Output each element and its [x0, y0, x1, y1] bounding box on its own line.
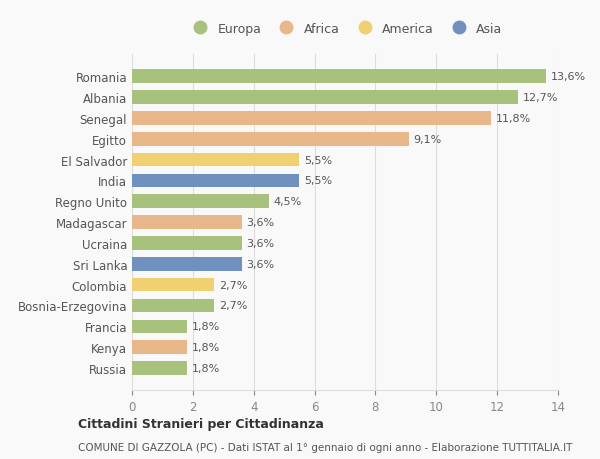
Text: 3,6%: 3,6% — [246, 218, 274, 228]
Bar — [132, 70, 546, 84]
Text: Cittadini Stranieri per Cittadinanza: Cittadini Stranieri per Cittadinanza — [78, 417, 324, 430]
Text: 3,6%: 3,6% — [246, 259, 274, 269]
Text: 5,5%: 5,5% — [304, 155, 332, 165]
Text: 1,8%: 1,8% — [191, 322, 220, 331]
Text: COMUNE DI GAZZOLA (PC) - Dati ISTAT al 1° gennaio di ogni anno - Elaborazione TU: COMUNE DI GAZZOLA (PC) - Dati ISTAT al 1… — [78, 442, 572, 452]
Text: 9,1%: 9,1% — [413, 134, 442, 145]
Text: 2,7%: 2,7% — [219, 280, 247, 290]
Bar — [132, 278, 214, 292]
Bar — [132, 153, 299, 167]
Bar — [132, 195, 269, 208]
Text: 11,8%: 11,8% — [496, 114, 531, 123]
Text: 4,5%: 4,5% — [274, 197, 302, 207]
Text: 12,7%: 12,7% — [523, 93, 559, 103]
Bar — [132, 133, 409, 146]
Text: 5,5%: 5,5% — [304, 176, 332, 186]
Bar — [132, 112, 491, 125]
Bar — [132, 174, 299, 188]
Bar — [132, 299, 214, 313]
Bar — [132, 91, 518, 105]
Bar — [132, 341, 187, 354]
Text: 3,6%: 3,6% — [246, 238, 274, 248]
Bar — [132, 257, 242, 271]
Bar — [132, 216, 242, 230]
Text: 2,7%: 2,7% — [219, 301, 247, 311]
Text: 1,8%: 1,8% — [191, 363, 220, 373]
Bar — [132, 237, 242, 250]
Text: 1,8%: 1,8% — [191, 342, 220, 353]
Legend: Europa, Africa, America, Asia: Europa, Africa, America, Asia — [182, 18, 508, 41]
Bar — [132, 320, 187, 333]
Bar — [132, 361, 187, 375]
Text: 13,6%: 13,6% — [550, 72, 586, 82]
